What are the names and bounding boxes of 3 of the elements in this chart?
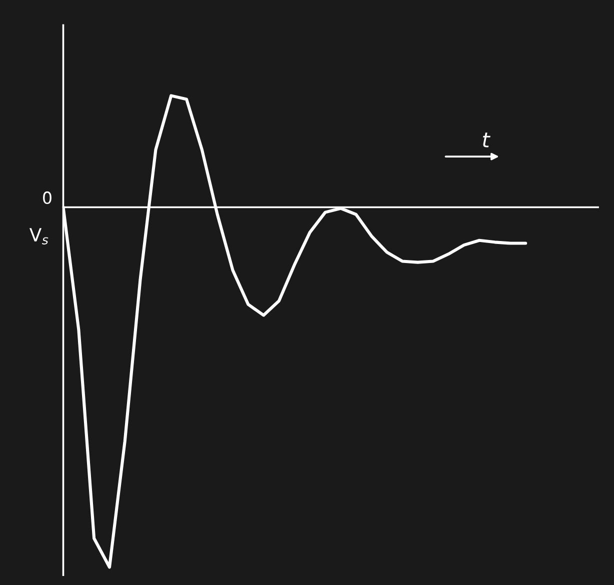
y-axis-title: V$_{s}$ (29, 228, 48, 244)
text: 0 (43, 191, 52, 204)
x-axis-title: t (482, 132, 490, 148)
